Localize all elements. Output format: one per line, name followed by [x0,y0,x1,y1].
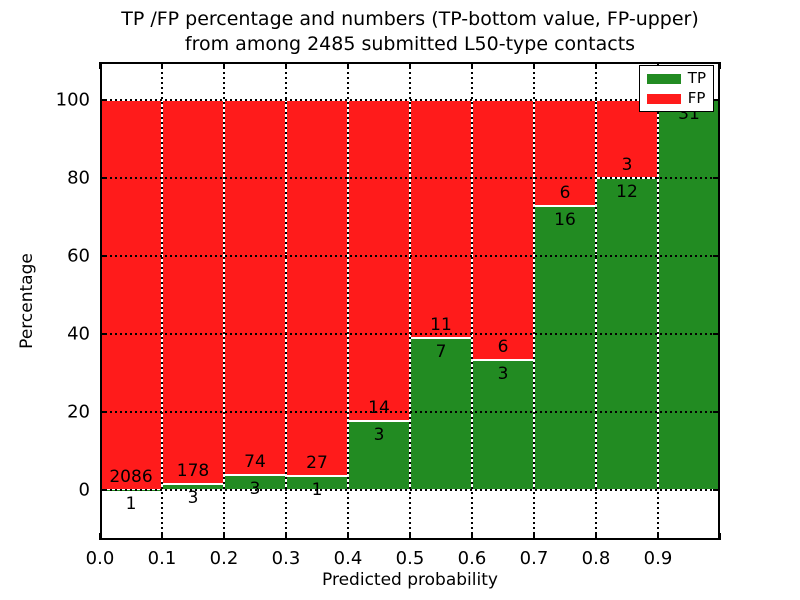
x-tick-mark [409,62,411,69]
x-tick-label: 0.8 [581,548,611,569]
fp-count-label: 11 [430,315,452,336]
y-tick-label: 60 [67,245,90,267]
tp-count-label: 16 [554,210,576,231]
bar-segment-tp [596,178,658,490]
x-tick-mark [595,533,597,540]
x-tick-label: 0.1 [147,548,177,569]
fp-count-label: 6 [559,183,571,204]
x-tick-label: 0.2 [209,548,239,569]
x-tick-label: 0.4 [333,548,363,569]
bar-segment-fp [286,100,348,477]
x-tick-mark [533,62,535,69]
bar-segment-fp [348,100,410,422]
x-tick-label: 0.9 [643,548,673,569]
y-tick-label: 80 [67,167,90,189]
y-tick-label: 0 [78,479,90,501]
chart-title-line1: TP /FP percentage and numbers (TP-bottom… [121,8,699,30]
tp-count-label: 3 [249,478,261,499]
x-tick-mark [285,62,287,69]
fp-count-label: 2086 [109,466,153,487]
x-tick-mark [657,533,659,540]
legend-swatch-tp [646,73,681,84]
tp-count-label: 3 [187,487,199,508]
x-axis-label: Predicted probability [322,570,498,590]
x-tick-mark [533,533,535,540]
x-tick-mark [409,533,411,540]
chart-title-line2: from among 2485 submitted L50-type conta… [184,33,636,55]
chart-title: TP /FP percentage and numbers (TP-bottom… [100,7,720,57]
fp-count-label: 178 [176,460,210,481]
bar-segment-fp [472,100,534,360]
x-tick-label: 0.3 [271,548,301,569]
x-tick-label: 0.5 [395,548,425,569]
x-tick-mark [223,62,225,69]
tp-count-label: 3 [497,364,509,384]
fp-count-label: 74 [244,451,266,472]
x-tick-mark [161,533,163,540]
bar-segment-fp [224,100,286,475]
x-tick-mark [285,533,287,540]
x-tick-mark [347,533,349,540]
legend-label: FP [687,89,706,107]
x-tick-mark [595,62,597,69]
fp-count-label: 6 [497,337,509,357]
bar-segment-fp [100,100,162,490]
x-tick-mark [99,62,101,69]
legend-entry: TP [646,69,706,87]
tp-count-label: 12 [616,182,638,202]
y-tick-label: 100 [55,89,90,111]
tp-count-label: 7 [435,342,447,363]
bar-segment-fp [162,100,224,484]
x-tick-mark [161,62,163,69]
fp-count-label: 27 [306,453,328,474]
x-tick-label: 0.7 [519,548,549,569]
x-tick-mark [471,62,473,69]
legend-swatch-fp [646,93,681,104]
x-tick-mark [223,533,225,540]
tp-count-label: 3 [373,425,385,446]
x-tick-label: 0.0 [85,548,115,569]
x-tick-mark [99,533,101,540]
legend: TP FP [638,65,714,112]
x-tick-mark [471,533,473,540]
fp-count-label: 14 [368,398,390,419]
tp-count-label: 1 [125,493,137,514]
bar-segment-fp [410,100,472,339]
legend-entry: FP [646,89,706,107]
y-axis-label: Percentage [17,253,37,349]
x-tick-mark [347,62,349,69]
y-tick-label: 20 [67,401,90,423]
y-tick-label: 40 [67,323,90,345]
plot-area: 2086 1 178 3 74 3 27 1 14 3 11 7 6 3 6 16 3 12 31 TP FP [99,62,721,540]
bar-segment-tp [534,206,596,490]
x-tick-label: 0.6 [457,548,487,569]
tp-count-label: 1 [311,480,323,501]
legend-label: TP [687,69,706,87]
bar-segment-tp [658,100,720,490]
x-tick-mark [719,62,721,69]
fp-count-label: 3 [621,155,633,175]
x-tick-mark [719,533,721,540]
